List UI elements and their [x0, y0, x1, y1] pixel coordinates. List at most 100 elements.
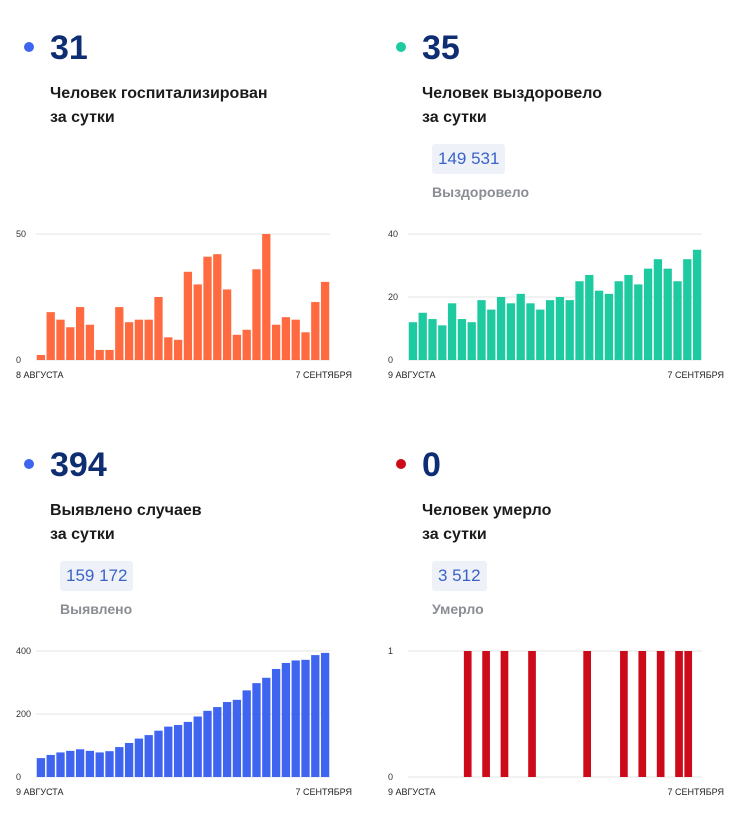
hospitalized-bar	[320, 281, 330, 360]
recovered-bar	[624, 274, 633, 360]
hospitalized-bar	[144, 319, 153, 360]
hospitalized-bar	[46, 312, 55, 360]
deaths-dot	[396, 459, 406, 469]
detected-ytick-label: 0	[16, 772, 21, 782]
recovered-bar	[477, 300, 486, 360]
recovered-value: 35	[422, 29, 460, 67]
deaths-chart: 0 1 9 АВГУСТА 7 СЕНТЯБРЯ	[388, 646, 724, 797]
recovered-bar	[692, 249, 702, 360]
deaths-bar	[482, 651, 490, 777]
hospitalized-bar	[75, 307, 85, 360]
hospitalized-bar	[95, 349, 104, 360]
deaths-bar	[620, 651, 628, 777]
detected-bar	[134, 738, 144, 777]
detected-bar	[193, 716, 202, 777]
hospitalized-bar	[66, 327, 75, 360]
recovered-bar	[653, 259, 663, 360]
detected-bar	[124, 742, 134, 777]
recovered-ytick-label: 0	[388, 355, 393, 365]
detected-bar	[262, 677, 271, 777]
recovered-bar	[487, 309, 496, 360]
panel-recovered: 35 Человек выздоровело за сутки 149 531 …	[372, 0, 724, 400]
hospitalized-ytick-label: 0	[16, 355, 21, 365]
detected-bar	[281, 662, 291, 777]
detected-bar	[164, 726, 173, 777]
detected-bar	[203, 710, 212, 777]
deaths-bar	[463, 651, 472, 777]
deaths-bar	[675, 651, 683, 777]
detected-bar	[291, 660, 300, 777]
recovered-bar	[585, 274, 594, 360]
recovered-label-line2: за сутки	[422, 109, 487, 126]
hospitalized-bar	[183, 271, 193, 360]
hospitalized-bar	[56, 319, 65, 360]
detected-bar	[75, 749, 85, 777]
deaths-bar	[500, 651, 509, 777]
deaths-total: 3 512	[432, 561, 487, 591]
hospitalized-bar	[232, 334, 242, 360]
recovered-bar	[565, 300, 574, 360]
detected-bar	[252, 683, 261, 777]
hospitalized-bar	[213, 254, 222, 360]
recovered-bar	[575, 281, 584, 360]
recovered-bar	[516, 293, 525, 360]
hospitalized-ytick-label: 50	[16, 229, 26, 239]
panel-hospitalized: 31 Человек госпитализирован за сутки 0 50…	[0, 0, 352, 400]
recovered-total: 149 531	[432, 144, 506, 174]
recovered-bar	[663, 268, 672, 360]
deaths-total-label: Умерло	[432, 601, 484, 617]
hospitalized-bar	[124, 322, 134, 360]
hospitalized-bar	[311, 302, 320, 360]
detected-label-line1: Выявлено случаев	[50, 502, 202, 519]
recovered-x-end-label: 7 СЕНТЯБРЯ	[667, 370, 724, 380]
recovered-total-label: Выздоровело	[432, 184, 530, 200]
hospitalized-bar	[262, 234, 271, 360]
detected-bar	[46, 754, 55, 777]
recovered-bar	[594, 290, 604, 360]
detected-bar	[173, 725, 183, 777]
panel-detected: 394 Выявлено случаев за сутки 159 172 Вы…	[0, 417, 352, 817]
detected-bar	[36, 758, 46, 777]
recovered-bar	[408, 322, 418, 360]
hospitalized-x-end-label: 7 СЕНТЯБРЯ	[295, 370, 352, 380]
detected-ytick-label: 200	[16, 709, 31, 719]
recovered-bar	[428, 319, 437, 360]
hospitalized-bar	[271, 324, 281, 360]
detected-bar	[66, 750, 75, 777]
hospitalized-bar	[281, 317, 291, 360]
hospitalized-dot	[24, 42, 34, 52]
recovered-bar	[457, 319, 467, 360]
detected-dot	[24, 459, 34, 469]
hospitalized-bar	[85, 324, 95, 360]
hospitalized-bar	[193, 284, 202, 360]
recovered-dot	[396, 42, 406, 52]
deaths-ytick-label: 0	[388, 772, 393, 782]
recovered-bar	[545, 300, 555, 360]
recovered-bar	[683, 259, 692, 360]
detected-bar	[115, 747, 124, 777]
hospitalized-bar	[173, 339, 183, 360]
recovered-bar	[506, 303, 516, 360]
hospitalized-value: 31	[50, 29, 88, 67]
hospitalized-bar	[291, 319, 300, 360]
recovered-bar	[643, 268, 653, 360]
hospitalized-label: Человек госпитализирован за сутки	[50, 82, 268, 130]
detected-bar	[154, 730, 163, 777]
hospitalized-bar	[242, 329, 251, 360]
detected-bar	[222, 702, 232, 777]
detected-x-start-label: 9 АВГУСТА	[16, 787, 64, 797]
hospitalized-x-start-label: 8 АВГУСТА	[16, 370, 64, 380]
recovered-bar	[555, 297, 565, 360]
deaths-bar	[656, 651, 665, 777]
recovered-label-line1: Человек выздоровело	[422, 85, 603, 102]
detected-bar	[144, 735, 153, 777]
hospitalized-bar	[203, 256, 212, 360]
recovered-ytick-label: 20	[388, 292, 398, 302]
deaths-label-line2: за сутки	[422, 526, 487, 543]
deaths-ytick-label: 1	[388, 646, 393, 656]
hospitalized-bar	[36, 354, 46, 360]
recovered-chart: 0 20 40 9 АВГУСТА 7 СЕНТЯБРЯ	[388, 229, 724, 380]
hospitalized-bar	[222, 289, 232, 360]
detected-value: 394	[50, 446, 107, 484]
hospitalized-bar	[252, 269, 261, 360]
